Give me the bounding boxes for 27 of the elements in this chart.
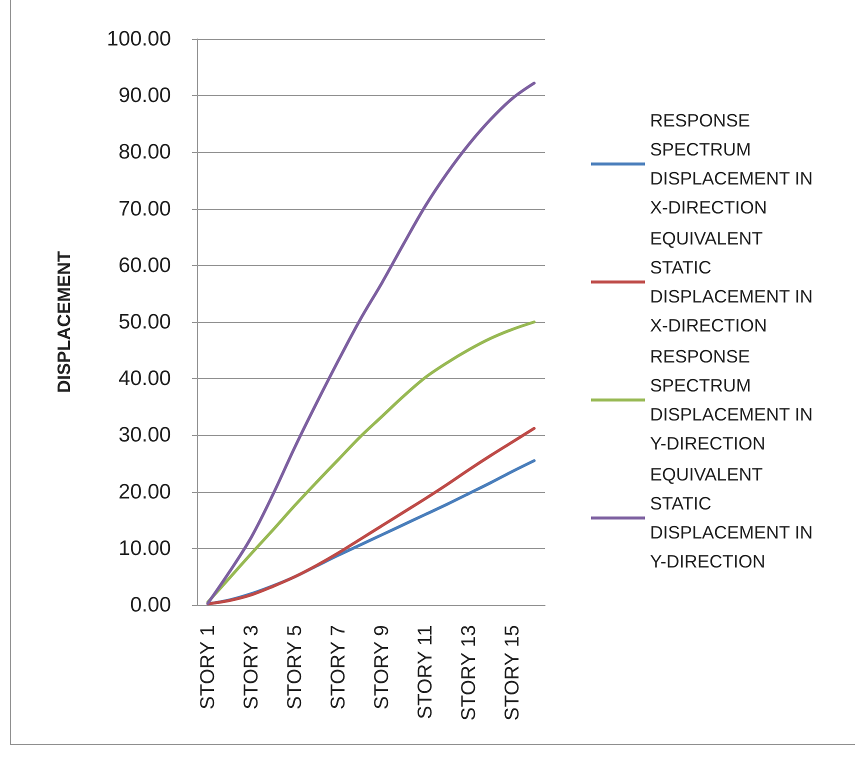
line-series (206, 426, 536, 606)
y-tick-label: 90.00 (118, 84, 171, 108)
legend-label: EQUIVALENT STATIC DISPLACEMENT IN X-DIRECTION (650, 228, 818, 336)
line-series (206, 82, 536, 605)
y-tick-label: 100.00 (106, 28, 171, 50)
y-tick-label: 60.00 (118, 254, 171, 277)
x-tick-label: STORY 13 (458, 625, 480, 721)
x-tick-label: STORY 15 (501, 625, 524, 721)
x-tick-label: STORY 7 (327, 625, 350, 710)
y-tick-label: 50.00 (118, 310, 171, 334)
x-tick-label: STORY 5 (284, 625, 306, 710)
y-tick-label: 70.00 (118, 197, 171, 220)
legend-label: RESPONSE SPECTRUM DISPLACEMENT IN X-DIRECTION (650, 110, 818, 218)
x-tick-label: STORY 3 (240, 625, 262, 710)
y-tick-label: 80.00 (118, 140, 171, 164)
x-tick-label: STORY 1 (196, 625, 219, 710)
y-tick-label: 10.00 (118, 536, 171, 560)
y-tick-label: 20.00 (118, 480, 171, 504)
y-tick-label: 40.00 (118, 367, 171, 390)
y-tick-label: 0.00 (130, 594, 171, 616)
y-axis-title: DISPLACEMENT (54, 250, 74, 394)
line-series (206, 320, 536, 604)
legend-label: EQUIVALENT STATIC DISPLACEMENT IN Y-DIRECTION (650, 464, 818, 572)
legend-label: RESPONSE SPECTRUM DISPLACEMENT IN Y-DIRECTION (650, 346, 818, 454)
y-tick-label: 30.00 (118, 424, 171, 447)
x-tick-label: STORY 11 (414, 625, 436, 720)
x-tick-label: STORY 9 (370, 625, 393, 710)
